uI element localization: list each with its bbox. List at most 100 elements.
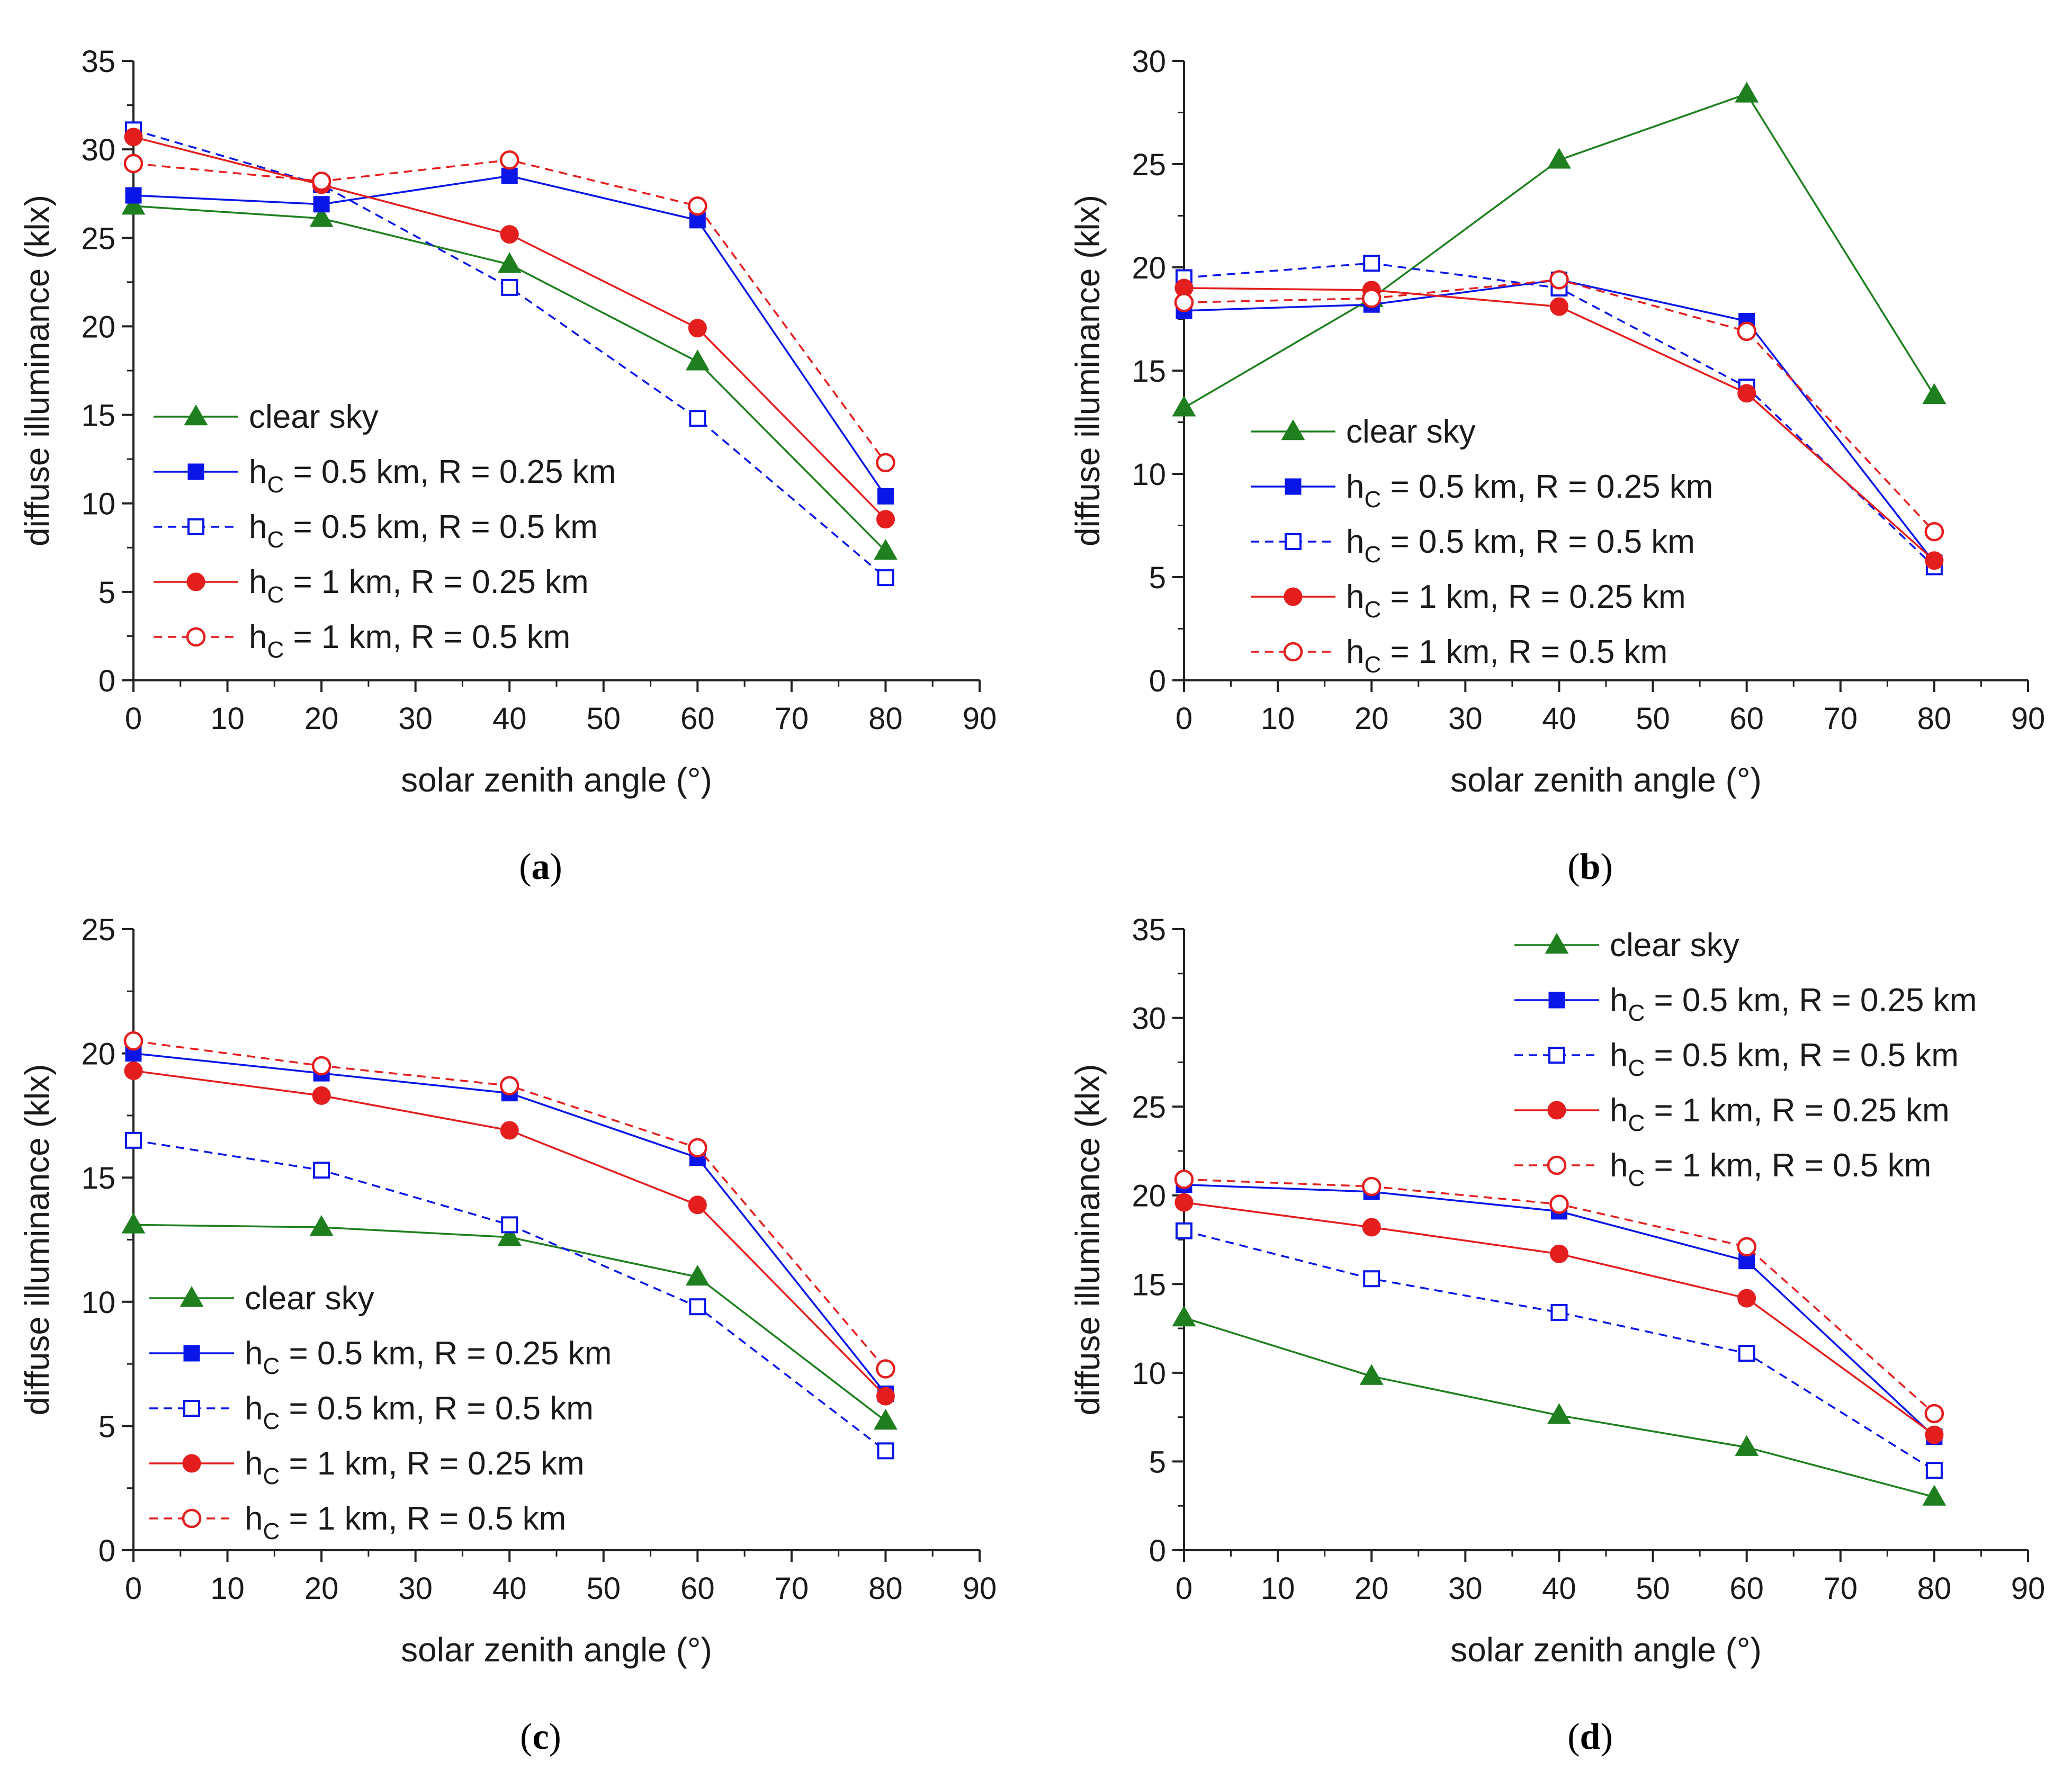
series-line xyxy=(1183,93,1935,409)
legend-label: hC = 0.5 km, R = 0.25 km xyxy=(1610,982,1977,1026)
legend-marker xyxy=(184,404,208,426)
x-tick-label: 20 xyxy=(304,1571,339,1606)
data-point xyxy=(311,172,331,191)
legend-item: hC = 1 km, R = 0.5 km xyxy=(1514,1147,1931,1191)
y-tick-label: 25 xyxy=(81,913,115,947)
legend-label: hC = 1 km, R = 0.5 km xyxy=(245,1500,566,1544)
legend-item: hC = 0.5 km, R = 0.5 km xyxy=(1514,1037,1959,1081)
legend-label: hC = 1 km, R = 0.25 km xyxy=(1610,1092,1950,1136)
data-point xyxy=(312,1086,331,1105)
series-line xyxy=(1183,1230,1935,1471)
data-point xyxy=(1925,1462,1943,1479)
x-tick-label: 80 xyxy=(868,1571,903,1606)
data-point xyxy=(1922,383,1947,404)
legend: clear sky hC = 0.5 km, R = 0.25 km hC = 0.… xyxy=(154,399,616,663)
data-point xyxy=(1549,270,1569,290)
legend-marker xyxy=(1285,478,1302,495)
legend-item: hC = 1 km, R = 0.5 km xyxy=(154,619,570,663)
legend-item: clear sky xyxy=(1251,413,1476,450)
legend-label: hC = 1 km, R = 0.25 km xyxy=(249,564,589,608)
y-tick-label: 25 xyxy=(1132,1090,1166,1125)
y-tick-label: 0 xyxy=(98,1534,115,1568)
legend-label: clear sky xyxy=(245,1280,374,1317)
data-point xyxy=(1924,1404,1944,1424)
data-point xyxy=(1922,1485,1947,1506)
y-tick-label: 10 xyxy=(81,487,115,522)
x-tick-label: 10 xyxy=(210,1571,245,1606)
data-point xyxy=(1547,1403,1571,1424)
legend-item: hC = 1 km, R = 0.25 km xyxy=(154,564,589,608)
series-0 xyxy=(1172,82,1947,417)
series-4 xyxy=(123,150,895,473)
legend-item: clear sky xyxy=(149,1280,374,1317)
legend-marker xyxy=(1547,1155,1567,1175)
data-point xyxy=(121,1212,146,1234)
data-point xyxy=(873,538,898,560)
y-tick-label: 15 xyxy=(1132,354,1166,389)
legend-item: hC = 1 km, R = 0.25 km xyxy=(1514,1092,1950,1136)
legend-label: hC = 1 km, R = 0.5 km xyxy=(1346,634,1667,678)
data-point xyxy=(1737,384,1756,403)
data-point xyxy=(1925,551,1944,570)
series-2 xyxy=(1176,1222,1943,1479)
x-tick-label: 40 xyxy=(492,1571,527,1606)
x-tick-label: 90 xyxy=(2011,702,2046,736)
series-0 xyxy=(1172,1305,1947,1506)
data-point xyxy=(1735,82,1759,103)
data-point xyxy=(124,128,143,147)
y-tick-label: 15 xyxy=(81,1161,115,1195)
x-tick-label: 50 xyxy=(587,1571,621,1606)
legend-label: hC = 0.5 km, R = 0.25 km xyxy=(245,1335,612,1379)
series-4 xyxy=(123,1031,895,1379)
y-tick-label: 15 xyxy=(81,399,115,433)
legend-item: hC = 1 km, R = 0.5 km xyxy=(1251,634,1667,678)
data-point xyxy=(501,1216,518,1234)
y-tick-label: 25 xyxy=(81,221,115,256)
y-tick-label: 5 xyxy=(98,1409,115,1444)
legend-label: hC = 0.5 km, R = 0.5 km xyxy=(1610,1037,1959,1081)
legend-marker xyxy=(186,572,205,591)
x-tick-label: 80 xyxy=(1917,702,1952,736)
data-point xyxy=(1924,522,1944,542)
x-tick-label: 40 xyxy=(492,702,527,736)
data-point xyxy=(1361,1176,1382,1197)
data-point xyxy=(689,1298,706,1316)
legend: clear sky hC = 0.5 km, R = 0.25 km hC = 0.… xyxy=(1251,413,1713,678)
chart-panel-b: 0 10 20 30 40 50 60 70 80 90 0 5 10 15 20 25 30 solar zen… xyxy=(1069,44,2045,887)
data-point xyxy=(1738,1344,1755,1362)
legend-label: clear sky xyxy=(1346,413,1476,450)
x-tick-label: 30 xyxy=(398,1571,433,1606)
legend: clear sky hC = 0.5 km, R = 0.25 km hC = 0.… xyxy=(1514,927,1977,1191)
data-point xyxy=(1363,255,1380,272)
x-tick-label: 10 xyxy=(1261,1571,1295,1606)
data-point xyxy=(1737,1237,1756,1257)
series-0 xyxy=(121,1212,898,1430)
y-tick-label: 25 xyxy=(1132,148,1166,182)
chart-panel-a: 0 10 20 30 40 50 60 70 80 90 0 5 10 15 20 25 30 35 solar z… xyxy=(18,44,997,887)
y-tick-label: 5 xyxy=(98,576,115,610)
data-point xyxy=(1737,321,1756,341)
data-point xyxy=(876,1387,895,1406)
y-tick-label: 0 xyxy=(98,664,115,698)
data-point xyxy=(497,1225,522,1246)
data-point xyxy=(1735,1435,1759,1456)
legend-label: hC = 0.5 km, R = 0.5 km xyxy=(245,1390,594,1434)
legend-label: clear sky xyxy=(249,399,379,435)
y-tick-label: 30 xyxy=(81,133,115,167)
legend-marker xyxy=(182,1508,202,1529)
x-tick-label: 90 xyxy=(2011,1571,2046,1606)
data-point xyxy=(1925,1425,1944,1444)
legend-item: hC = 0.5 km, R = 0.5 km xyxy=(1251,524,1695,568)
legend-marker xyxy=(183,1400,200,1417)
data-point xyxy=(497,252,522,273)
data-point xyxy=(689,410,706,427)
series-4 xyxy=(1174,1170,1944,1424)
legend-marker xyxy=(1281,419,1305,440)
data-point xyxy=(1549,297,1568,316)
data-point xyxy=(1174,1193,1194,1212)
legend-marker xyxy=(187,518,204,535)
y-tick-label: 5 xyxy=(1149,561,1166,595)
data-point xyxy=(1549,1244,1568,1263)
data-point xyxy=(501,278,518,296)
x-tick-label: 0 xyxy=(125,702,142,736)
